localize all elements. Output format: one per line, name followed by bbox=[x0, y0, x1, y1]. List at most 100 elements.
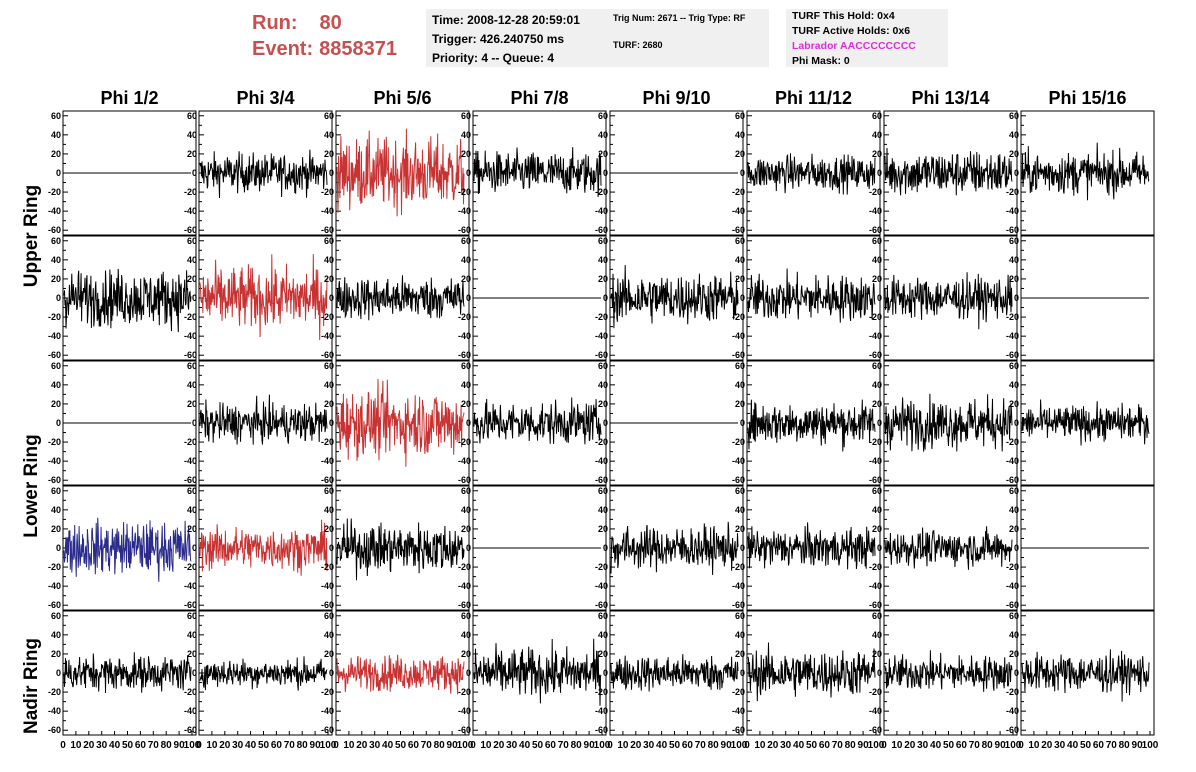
y-tick-label: 40 bbox=[735, 255, 745, 265]
y-tick-label: -40 bbox=[595, 706, 608, 716]
labrador-text: Labrador AACCCCCCCC bbox=[792, 40, 916, 52]
x-tick-label: 0 bbox=[744, 740, 750, 751]
waveform-trace bbox=[747, 642, 876, 702]
waveform-trace bbox=[199, 254, 328, 341]
y-tick-label: -40 bbox=[458, 706, 471, 716]
trigger-text: Trigger: 426.240750 ms bbox=[432, 32, 565, 46]
y-tick-label: 0 bbox=[192, 168, 197, 178]
y-tick-label: 60 bbox=[51, 361, 61, 371]
x-tick-label: 90 bbox=[174, 740, 186, 751]
y-tick-label: 40 bbox=[1009, 130, 1019, 140]
y-tick-label: 20 bbox=[461, 274, 471, 284]
y-tick-label: -20 bbox=[732, 687, 745, 697]
y-tick-label: 20 bbox=[735, 649, 745, 659]
x-tick-label: 60 bbox=[819, 740, 831, 751]
y-tick-label: 20 bbox=[1009, 524, 1019, 534]
y-tick-label: 40 bbox=[598, 130, 608, 140]
y-tick-label: 40 bbox=[324, 130, 334, 140]
y-tick-label: -20 bbox=[595, 437, 608, 447]
waveform-trace bbox=[610, 521, 739, 576]
y-tick-label: -60 bbox=[458, 350, 471, 360]
x-tick-label: 60 bbox=[135, 740, 147, 751]
y-tick-label: -40 bbox=[184, 706, 197, 716]
time-text: Time: 2008-12-28 20:59:01 bbox=[432, 13, 580, 27]
y-tick-label: 60 bbox=[872, 611, 882, 621]
y-tick-label: -20 bbox=[48, 312, 61, 322]
y-tick-label: -60 bbox=[595, 600, 608, 610]
y-tick-label: -20 bbox=[869, 437, 882, 447]
x-tick-label: 90 bbox=[310, 740, 322, 751]
y-tick-label: -60 bbox=[321, 350, 334, 360]
waveform-trace bbox=[884, 147, 1013, 196]
x-tick-label: 40 bbox=[109, 740, 121, 751]
y-tick-label: 0 bbox=[329, 293, 334, 303]
y-tick-label: -20 bbox=[732, 187, 745, 197]
y-tick-label: 20 bbox=[51, 649, 61, 659]
x-tick-label: 30 bbox=[506, 740, 518, 751]
y-tick-label: -40 bbox=[184, 331, 197, 341]
y-tick-label: 60 bbox=[1009, 361, 1019, 371]
y-tick-label: 20 bbox=[598, 274, 608, 284]
y-tick-label: 40 bbox=[324, 505, 334, 515]
x-tick-label: 70 bbox=[558, 740, 570, 751]
turf-text: TURF: 2680 bbox=[613, 40, 663, 50]
x-tick-label: 70 bbox=[148, 740, 160, 751]
y-tick-label: 40 bbox=[51, 505, 61, 515]
x-tick-label: 10 bbox=[754, 740, 766, 751]
y-tick-label: -60 bbox=[595, 725, 608, 735]
y-tick-label: 60 bbox=[187, 361, 197, 371]
y-tick-label: 40 bbox=[872, 130, 882, 140]
y-tick-label: -60 bbox=[1006, 225, 1019, 235]
y-tick-label: 20 bbox=[324, 274, 334, 284]
x-tick-label: 100 bbox=[868, 740, 885, 751]
x-tick-label: 60 bbox=[682, 740, 694, 751]
y-tick-label: -20 bbox=[48, 687, 61, 697]
column-header: Phi 3/4 bbox=[236, 88, 294, 108]
y-tick-label: -60 bbox=[1006, 475, 1019, 485]
x-tick-label: 70 bbox=[695, 740, 707, 751]
x-tick-label: 30 bbox=[917, 740, 929, 751]
y-tick-label: 20 bbox=[735, 274, 745, 284]
y-tick-label: -40 bbox=[595, 581, 608, 591]
x-tick-label: 60 bbox=[545, 740, 557, 751]
x-tick-label: 50 bbox=[943, 740, 955, 751]
y-tick-label: 60 bbox=[872, 361, 882, 371]
waveform-trace bbox=[473, 397, 602, 445]
y-tick-label: 60 bbox=[324, 361, 334, 371]
y-tick-label: -20 bbox=[732, 437, 745, 447]
y-tick-label: -40 bbox=[732, 706, 745, 716]
y-tick-label: 20 bbox=[598, 399, 608, 409]
x-tick-label: 70 bbox=[1106, 740, 1118, 751]
y-tick-label: -60 bbox=[458, 475, 471, 485]
y-tick-label: -40 bbox=[48, 456, 61, 466]
x-tick-label: 100 bbox=[594, 740, 611, 751]
y-tick-label: -40 bbox=[595, 206, 608, 216]
y-tick-label: 20 bbox=[872, 399, 882, 409]
y-tick-label: -20 bbox=[184, 187, 197, 197]
y-tick-label: 0 bbox=[603, 168, 608, 178]
y-tick-label: 40 bbox=[598, 380, 608, 390]
x-tick-label: 0 bbox=[470, 740, 476, 751]
y-tick-label: 0 bbox=[603, 668, 608, 678]
y-tick-label: 0 bbox=[466, 418, 471, 428]
waveform-trace bbox=[336, 128, 465, 217]
y-tick-label: 40 bbox=[1009, 630, 1019, 640]
y-tick-label: 0 bbox=[329, 668, 334, 678]
y-tick-label: 20 bbox=[1009, 649, 1019, 659]
y-tick-label: -60 bbox=[595, 475, 608, 485]
y-tick-label: 60 bbox=[872, 236, 882, 246]
x-tick-label: 30 bbox=[369, 740, 381, 751]
y-tick-label: -60 bbox=[321, 725, 334, 735]
y-tick-label: 40 bbox=[324, 255, 334, 265]
y-tick-label: 0 bbox=[192, 668, 197, 678]
y-tick-label: -60 bbox=[48, 725, 61, 735]
waveform-trace bbox=[199, 394, 328, 445]
x-tick-label: 20 bbox=[630, 740, 642, 751]
y-tick-label: 60 bbox=[461, 486, 471, 496]
x-tick-label: 90 bbox=[721, 740, 733, 751]
x-tick-label: 80 bbox=[434, 740, 446, 751]
y-tick-label: -60 bbox=[732, 475, 745, 485]
y-tick-label: 0 bbox=[466, 168, 471, 178]
y-tick-label: -60 bbox=[184, 725, 197, 735]
y-tick-label: 40 bbox=[872, 505, 882, 515]
